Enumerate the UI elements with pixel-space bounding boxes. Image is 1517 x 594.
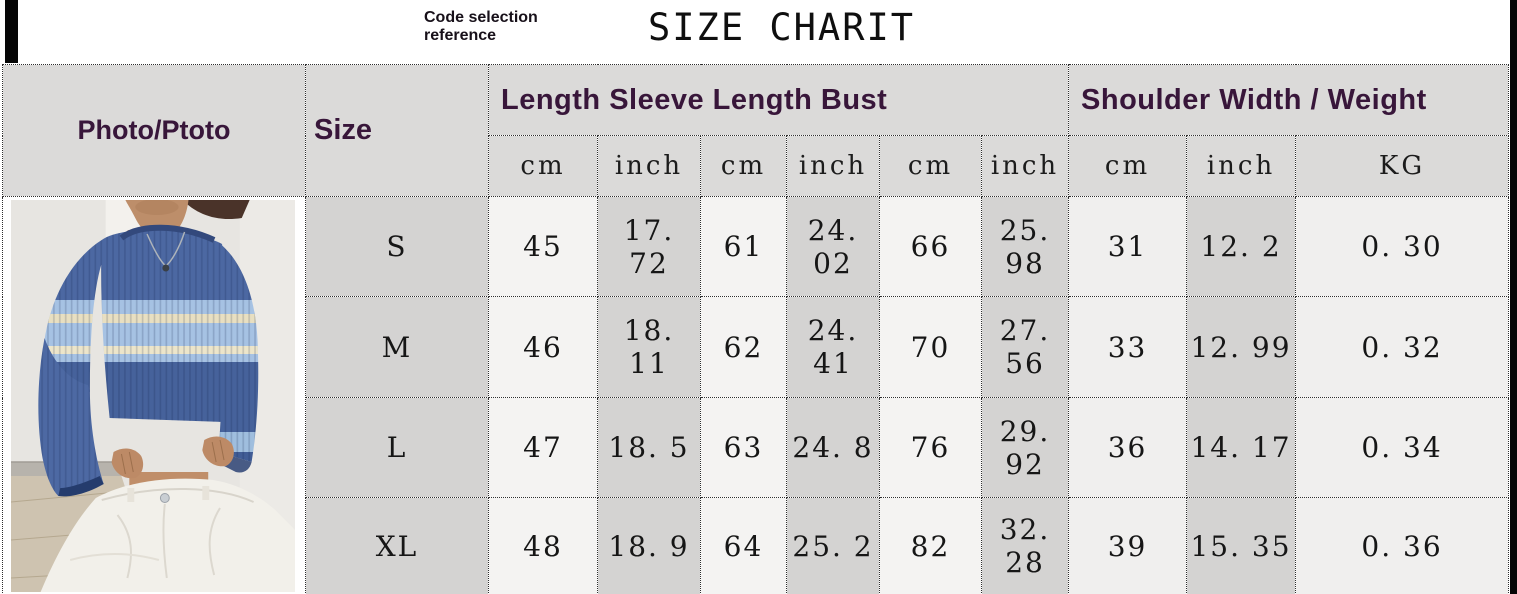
- subheader-sleeve-inch: inch: [786, 135, 880, 197]
- bust-inch-cell: 27. 56: [980, 296, 1070, 398]
- sleeve-cm-cell: 64: [700, 497, 787, 594]
- length-inch-cell: 18. 11: [597, 296, 701, 398]
- subheader-weight-kg: KG: [1295, 135, 1510, 197]
- weight-kg-cell: 0. 30: [1295, 196, 1510, 297]
- product-photo: [3, 197, 305, 594]
- subheader-shoulder-cm: cm: [1068, 135, 1188, 197]
- length-cm-cell: 48: [488, 497, 598, 594]
- sleeve-cm-cell: 63: [700, 397, 787, 498]
- sleeve-inch-cell: 24. 8: [786, 397, 880, 498]
- shoulder-inch-cell: 12. 99: [1186, 296, 1297, 398]
- code-reference-note: Code selection reference: [424, 9, 538, 46]
- product-photo-cell: [2, 196, 306, 594]
- code-note-line1: Code selection: [424, 9, 538, 26]
- table-row-m: M 46 18. 11 62 24. 41 70 27. 56 33 12. 9…: [3, 296, 1510, 398]
- left-black-bar: [5, 0, 18, 63]
- column-header-photo: Photo/Ptoto: [2, 64, 306, 197]
- table-row-xl: XL 48 18. 9 64 25. 2 82 32. 28 39 15. 35…: [3, 497, 1510, 594]
- shoulder-inch-cell: 14. 17: [1186, 397, 1297, 498]
- shoulder-cm-cell: 36: [1068, 397, 1188, 498]
- sleeve-inch-cell: 25. 2: [786, 497, 880, 594]
- size-cell: M: [305, 296, 489, 398]
- bust-inch-cell: 29. 92: [980, 397, 1070, 498]
- shoulder-cm-cell: 31: [1068, 196, 1188, 297]
- table-row-l: L 47 18. 5 63 24. 8 76 29. 92 36 14. 17 …: [3, 397, 1510, 498]
- weight-kg-cell: 0. 36: [1295, 497, 1510, 594]
- weight-kg-cell: 0. 32: [1295, 296, 1510, 398]
- product-photo-illustration: [11, 200, 295, 592]
- table-row-s: S 45 17. 72 61 24. 02 66 25. 98 31 12. 2…: [2, 196, 1510, 594]
- shoulder-inch-cell: 12. 2: [1186, 196, 1297, 297]
- length-inch-cell: 18. 9: [597, 497, 701, 594]
- subheader-length-inch: inch: [597, 135, 701, 197]
- shoulder-cm-cell: 39: [1068, 497, 1188, 594]
- subheader-bust-cm: cm: [879, 135, 982, 197]
- bust-inch-cell: 32. 28: [980, 497, 1070, 594]
- size-cell: XL: [305, 497, 489, 594]
- bust-inch-cell: 25. 98: [980, 196, 1070, 297]
- length-inch-cell: 18. 5: [597, 397, 701, 498]
- right-black-bar: [1510, 0, 1517, 594]
- size-cell: L: [305, 397, 489, 498]
- length-cm-cell: 45: [488, 196, 598, 297]
- code-note-line2: reference: [424, 27, 497, 45]
- length-cm-cell: 46: [488, 296, 598, 398]
- column-header-size: Size: [305, 64, 489, 197]
- subheader-shoulder-inch: inch: [1186, 135, 1297, 197]
- sleeve-inch-cell: 24. 41: [786, 296, 880, 398]
- bust-cm-cell: 66: [879, 196, 982, 297]
- sleeve-inch-cell: 24. 02: [786, 196, 880, 297]
- column-group-shoulder-weight: Shoulder Width / Weight: [1068, 64, 1510, 136]
- subheader-bust-inch: inch: [980, 135, 1070, 197]
- length-cm-cell: 47: [488, 397, 598, 498]
- shoulder-cm-cell: 33: [1068, 296, 1188, 398]
- column-group-length-sleeve-bust: Length Sleeve Length Bust: [487, 64, 1070, 136]
- size-cell: S: [305, 196, 489, 297]
- subheader-sleeve-cm: cm: [700, 135, 787, 197]
- sleeve-cm-cell: 61: [700, 196, 787, 297]
- subheader-length-cm: cm: [488, 135, 598, 197]
- bust-cm-cell: 82: [879, 497, 982, 594]
- sleeve-cm-cell: 62: [700, 296, 787, 398]
- bust-cm-cell: 76: [879, 397, 982, 498]
- page-title: SIZE CHARIT: [648, 6, 916, 49]
- shoulder-inch-cell: 15. 35: [1186, 497, 1297, 594]
- length-inch-cell: 17. 72: [597, 196, 701, 297]
- size-chart-table: Photo/Ptoto Size Length Sleeve Length Bu…: [2, 64, 1510, 594]
- weight-kg-cell: 0. 34: [1295, 397, 1510, 498]
- bust-cm-cell: 70: [879, 296, 982, 398]
